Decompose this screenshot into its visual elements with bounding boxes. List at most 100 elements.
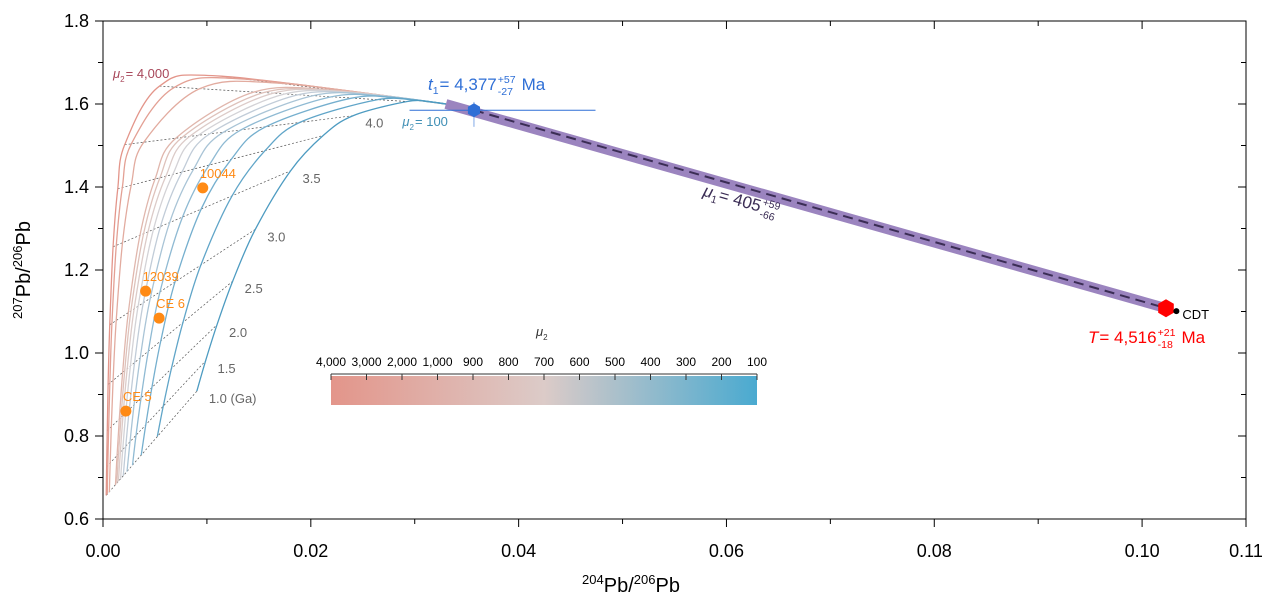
y-tick-label: 0.8 (64, 426, 89, 446)
age-label: 3.0 (267, 229, 285, 244)
sample-point (153, 312, 165, 324)
axis-title-part: 207 (10, 297, 25, 319)
colorbar-tick-label: 800 (498, 355, 518, 369)
mu1-label-part: 1 (709, 193, 718, 206)
evolution-curve (122, 90, 446, 476)
x-tick-label: 0.02 (293, 541, 328, 561)
isochron (117, 135, 324, 189)
y-tick-label: 1.6 (64, 94, 89, 114)
colorbar-tick-label: 600 (569, 355, 589, 369)
colorbar-tick-label: 400 (640, 355, 660, 369)
plot-frame (102, 20, 1247, 520)
x-tick-label: 0.06 (709, 541, 744, 561)
age-label: 1.0 (Ga) (209, 391, 257, 406)
evolution-curve (116, 87, 446, 484)
y-tick-label: 1.2 (64, 260, 89, 280)
T-label-part: T (1088, 328, 1100, 347)
sample-point (197, 182, 209, 194)
sample-label: 10044 (200, 166, 236, 181)
evolution-curve (105, 74, 446, 496)
x-tick-label: 0.04 (501, 541, 536, 561)
colorbar-tick-label: 4,000 (316, 355, 346, 369)
axis-title-part: 204 (582, 572, 604, 587)
evolution-curve (119, 89, 446, 480)
T-label-minus: -18 (1158, 339, 1173, 351)
curve-label-part: μ (112, 66, 120, 81)
curve-label: μ2= 4,000 (112, 66, 169, 84)
age-label: 2.5 (245, 281, 263, 296)
y-tick-label: 0.6 (64, 509, 89, 529)
age-label: 1.5 (218, 361, 236, 376)
t1-label-unit: Ma (522, 75, 546, 94)
y-axis-title: 207Pb/206Pb (10, 221, 35, 319)
colorbar-tick-label: 3,000 (351, 355, 381, 369)
sample-point (140, 285, 152, 297)
evolution-curve (131, 93, 446, 466)
colorbar-tick-label: 200 (711, 355, 731, 369)
curve-label-part: 2 (120, 75, 125, 84)
x-tick-label: 0.00 (85, 541, 120, 561)
isochron (107, 280, 233, 385)
T-label-unit: Ma (1181, 328, 1205, 347)
evolution-curve (140, 95, 446, 456)
evolution-curve (126, 92, 446, 472)
isochron (105, 390, 198, 496)
axis-title-part: 206 (634, 572, 656, 587)
colorbar-tick-label: 100 (747, 355, 767, 369)
evolution-curve (114, 86, 446, 486)
evolution-curve (117, 88, 446, 482)
x-axis-title: 204Pb/206Pb (582, 572, 680, 597)
cdt-point (1173, 308, 1180, 315)
y-tick-label: 1.0 (64, 343, 89, 363)
t1-label-part: 1 (433, 85, 439, 97)
colorbar-tick-label: 900 (463, 355, 483, 369)
evolution-curve (156, 97, 446, 437)
curve-label-part: 2 (410, 123, 415, 132)
colorbar-tick-label: 2,000 (387, 355, 417, 369)
evolution-curve (108, 80, 446, 493)
evolution-curve (196, 99, 446, 392)
age-label: 2.0 (229, 325, 247, 340)
cdt-label: CDT (1182, 307, 1209, 322)
evolution-curve (106, 76, 446, 495)
x-tick-label: 0.10 (1125, 541, 1160, 561)
colorbar-tick-label: 700 (534, 355, 554, 369)
curve-label: μ2= 100 (401, 114, 448, 132)
age-label: 4.0 (365, 116, 383, 131)
curve-label-part: μ (401, 114, 409, 129)
age-label: 3.5 (303, 171, 321, 186)
axis-title-part: Pb/ (13, 267, 35, 297)
axis-title-part: Pb/ (604, 575, 634, 597)
sample-label: CE 6 (156, 296, 185, 311)
t1-label: t1= 4,377 (428, 75, 497, 97)
mu1-line (473, 109, 1167, 310)
colorbar-title-part: μ (535, 324, 543, 339)
curve-label-part: = 100 (415, 114, 448, 129)
axis-title-part: Pb (655, 575, 679, 597)
mu1-label-plus: +59 (761, 197, 782, 213)
y-tick-label: 1.8 (64, 11, 89, 31)
colorbar-tick-label: 500 (605, 355, 625, 369)
t1-point (467, 103, 480, 118)
T-label: T= 4,516 (1088, 328, 1157, 347)
colorbar-tick-label: 300 (676, 355, 696, 369)
x-tick-label: 0.11 (1229, 541, 1263, 561)
T-label-part: = 4,516 (1099, 328, 1156, 347)
mu1-label-minus: -66 (758, 208, 776, 224)
sample-label: CE 5 (123, 389, 152, 404)
x-tick-label: 0.08 (917, 541, 952, 561)
y-tick-label: 1.4 (64, 177, 89, 197)
T-label-plus: +21 (1158, 327, 1176, 339)
colorbar (331, 376, 757, 405)
axis-title-part: Pb (13, 221, 35, 245)
curve-label-part: = 4,000 (126, 66, 170, 81)
axis-title-part: 206 (10, 246, 25, 268)
colorbar-tick-label: 1,000 (422, 355, 452, 369)
colorbar-title: μ2 (535, 324, 548, 342)
sample-point (120, 405, 132, 417)
t1-label-part: t (428, 75, 434, 94)
colorbar-title-part: 2 (543, 333, 548, 342)
